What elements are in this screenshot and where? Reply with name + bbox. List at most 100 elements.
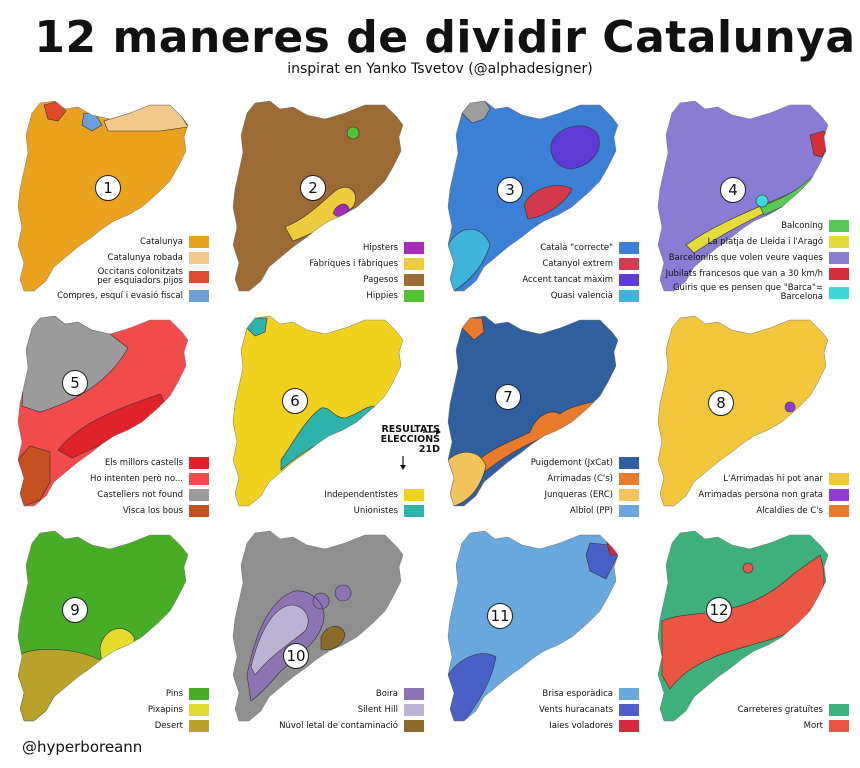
map-outline [232, 315, 404, 507]
map-outline [17, 100, 189, 292]
legend-swatch [189, 290, 209, 302]
map-number-badge: 4 [720, 177, 746, 203]
legend-label: Mort [803, 720, 823, 731]
legend-label: Silent Hill [357, 704, 398, 715]
legend-item: Visca los bous [123, 505, 209, 517]
page-subtitle: inspirat en Yanko Tsvetov (@alphadesigne… [287, 61, 593, 77]
map-number-badge: 9 [62, 597, 88, 623]
legend-item: Arrimadas persona non grata [698, 489, 849, 501]
legend-item: Independentistes [324, 489, 424, 501]
legend-item: Ho intenten però no... [90, 473, 209, 485]
catalonia-map [17, 530, 189, 722]
map-panel-9: 9 Pins Pixapins Desert [10, 525, 225, 740]
legend-swatch [829, 704, 849, 716]
legend-swatch [189, 720, 209, 732]
legend-swatch [619, 704, 639, 716]
legend-label: Unionistes [353, 505, 398, 516]
legend-swatch [404, 290, 424, 302]
legend-item: Quasi valencià [551, 290, 639, 302]
legend-swatch [404, 258, 424, 270]
legend-swatch [189, 271, 209, 284]
map-legend: Brisa esporàdica Vents huracanats Iaies vo… [539, 688, 639, 732]
legend-item: Els millors castells [105, 457, 209, 469]
map-panel-5: 5 Els millors castells Ho intenten però no… [10, 310, 225, 525]
legend-label: Arrimadas persona non grata [698, 489, 823, 500]
legend-swatch [189, 236, 209, 249]
legend-label: Balconing [781, 220, 823, 231]
catalonia-map [447, 530, 619, 722]
map-region-silent-hill [250, 604, 309, 676]
legend-item: Hipsters [363, 242, 424, 254]
legend-swatch [404, 505, 424, 517]
legend-item: L'Arrimadas hi pot anar [723, 473, 849, 485]
legend-item: Desert [155, 720, 209, 732]
legend-label: Núvol letal de contaminació [279, 720, 398, 731]
map-region-small-green [346, 126, 360, 140]
legend-label: Jubilats francesos que van a 30 km/h [665, 268, 823, 279]
legend-item: Compres, esquí i evasió fiscal [57, 290, 209, 302]
legend-label: Boira [375, 688, 398, 699]
legend-label: Pixapins [147, 704, 183, 715]
legend-label: Vents huracanats [539, 704, 613, 715]
legend-label: Visca los bous [122, 505, 183, 516]
map-region-pollution [320, 625, 346, 650]
map-region-small-purple-dot [784, 401, 796, 413]
map-outline [17, 315, 189, 507]
legend-label: Catalunya [139, 236, 183, 247]
map-number-badge: 10 [283, 643, 309, 669]
map-outline [657, 100, 829, 292]
legend-item: Iaies voladores [549, 720, 639, 732]
legend-item: Vents huracanats [539, 704, 639, 716]
map-panel-10: 10 Boira Silent Hill Núvol letal de contami… [225, 525, 440, 740]
legend-label: Arrimadas (C's) [547, 473, 613, 484]
map-panel-1: 1 Catalunya Catalunya robada Occitans colon… [10, 95, 225, 310]
legend-swatch [619, 489, 639, 501]
legend-label: Els millors castells [104, 457, 183, 468]
legend-label: Castellers not found [97, 489, 183, 500]
map-base-region [658, 316, 828, 506]
legend-item: La platja de Lleida i l'Aragó [708, 236, 849, 249]
legend-swatch [829, 268, 849, 281]
map-outline [447, 530, 619, 722]
page-title: 12 maneres de dividir Catalunya [34, 12, 856, 63]
map-legend: Català "correcte" Catanyol extrem Accent t… [522, 242, 639, 302]
legend-item: Barcelonins que volen veure vaques [669, 252, 849, 265]
legend-item: Silent Hill [358, 704, 424, 716]
map-outline [447, 315, 619, 507]
legend-swatch [404, 688, 424, 700]
legend-swatch [189, 704, 209, 716]
legend-label: Desert [154, 720, 183, 731]
legend-item: Jubilats francesos que van a 30 km/h [665, 268, 849, 281]
legend-item: Catalunya robada [108, 252, 209, 265]
map-legend: Balconing La platja de Lleida i l'Aragó Ba… [650, 220, 849, 302]
legend-label: Quasi valencià [550, 290, 613, 301]
legend-swatch [619, 688, 639, 700]
map-panel-4: 4 Balconing La platja de Lleida i l'Aragó B… [650, 95, 860, 310]
legend-swatch [619, 720, 639, 732]
legend-swatch [829, 720, 849, 732]
map-legend: Els millors castells Ho intenten però no.… [90, 457, 209, 517]
map-number-badge: 1 [95, 175, 121, 201]
legend-swatch [189, 473, 209, 485]
legend-swatch [829, 505, 849, 517]
legend-swatch [404, 242, 424, 254]
map-region-center-red [523, 185, 573, 220]
legend-label: Guiris que es pensen que "Barca"= Barcel… [672, 283, 823, 303]
map-panel-6: 6 Independentistes Unionistes [225, 310, 440, 525]
legend-item: Guiris que es pensen que "Barca"= Barcel… [650, 284, 849, 302]
map-panel-8: 8 L'Arrimadas hi pot anar Arrimadas person… [650, 310, 860, 525]
map-panel-2: 2 Hipsters Fàbriques i fàbriques Pagesos Hip… [225, 95, 440, 310]
legend-item: Hippies [366, 290, 424, 302]
legend-label: Brisa esporàdica [542, 688, 613, 699]
map-region-east-purple [550, 125, 600, 170]
legend-item: Carreteres gratuïtes [738, 704, 849, 716]
legend-label: Puigdemont (JxCat) [530, 457, 613, 468]
catalonia-map [17, 315, 189, 507]
map-legend: Carreteres gratuïtes Mort [738, 704, 849, 732]
legend-label: Junqueras (ERC) [544, 489, 613, 500]
legend-label: Pins [165, 688, 183, 699]
legend-item: Boira [376, 688, 424, 700]
legend-swatch [829, 287, 849, 300]
legend-item: Brisa esporàdica [542, 688, 639, 700]
legend-swatch [829, 220, 849, 233]
